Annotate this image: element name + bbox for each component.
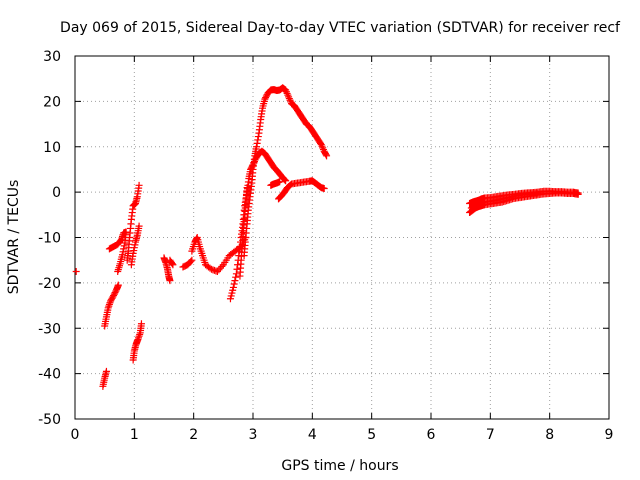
x-tick-label: 1 [130,427,139,443]
data-point-marker [282,88,290,96]
data-point-marker [283,89,291,97]
data-point-marker [169,261,177,269]
data-point-marker [218,262,226,270]
data-point-marker [102,367,110,375]
chart-title: Day 069 of 2015, Sidereal Day-to-day VTE… [60,20,621,36]
data-point-marker [229,283,237,291]
x-tick-labels: 0 1 2 3 4 5 6 7 8 9 [71,427,614,443]
data-point-marker [122,228,130,236]
data-point-marker [262,92,270,100]
data-point-marker [168,260,176,268]
data-point-marker [319,144,327,152]
y-tick-label: 20 [43,94,61,110]
data-point-marker [317,140,325,148]
data-point-marker [166,277,174,285]
x-axis-label: GPS time / hours [281,458,398,474]
data-point-marker [323,152,331,160]
data-point-marker [262,94,270,102]
data-point-marker [261,95,269,103]
data-point-marker [285,93,293,101]
y-tick-label: -20 [38,276,61,292]
data-point-marker [281,176,289,184]
y-tick-labels: 30 20 10 0 -10 -20 -30 -40 -50 [38,49,61,428]
x-tick-label: 7 [486,427,495,443]
x-tick-label: 6 [427,427,436,443]
data-point-marker [215,266,223,274]
y-tick-label: 0 [52,185,61,201]
data-point-marker [574,190,582,198]
data-point-marker [286,96,294,104]
x-tick-label: 5 [367,427,376,443]
grid-lines [75,56,609,419]
data-point-marker [188,256,196,264]
data-point-marker [231,277,239,285]
data-point-marker [318,142,326,150]
data-point-marker [187,257,195,265]
x-tick-label: 2 [189,427,198,443]
data-point-marker [135,181,143,189]
y-axis-label: SDTVAR / TECUs [6,180,22,295]
data-point-marker [320,184,328,192]
data-point-marker [110,292,118,300]
data-point-marker [280,175,288,183]
y-tick-label: -30 [38,321,61,337]
y-tick-label: 10 [43,140,61,156]
data-point-marker [137,320,145,328]
data-point-marker [284,91,292,99]
data-point-marker [72,268,80,276]
x-tick-label: 3 [249,427,258,443]
data-point-marker [285,95,293,103]
data-point-marker [111,289,119,297]
data-point-marker [114,281,122,289]
data-point-marker [534,189,542,197]
data-point-marker [276,178,284,186]
data-point-marker [213,268,221,276]
y-tick-label: -10 [38,231,61,247]
y-tick-label: -50 [38,412,61,428]
data-point-marker [110,290,118,298]
data-markers [72,84,582,390]
data-point-marker [282,86,290,94]
data-point-marker [243,184,251,192]
y-tick-label: -40 [38,367,61,383]
x-tick-label: 8 [545,427,554,443]
x-tick-label: 4 [308,427,317,443]
data-point-marker [216,264,224,272]
data-point-marker [230,280,238,288]
x-tick-label: 0 [71,427,80,443]
data-point-marker [206,264,214,272]
data-point-marker [135,222,143,230]
y-tick-label: 30 [43,49,61,65]
data-point-marker [232,273,240,281]
x-tick-label: 9 [605,427,614,443]
data-point-marker [282,177,290,185]
axis-ticks [74,55,610,420]
